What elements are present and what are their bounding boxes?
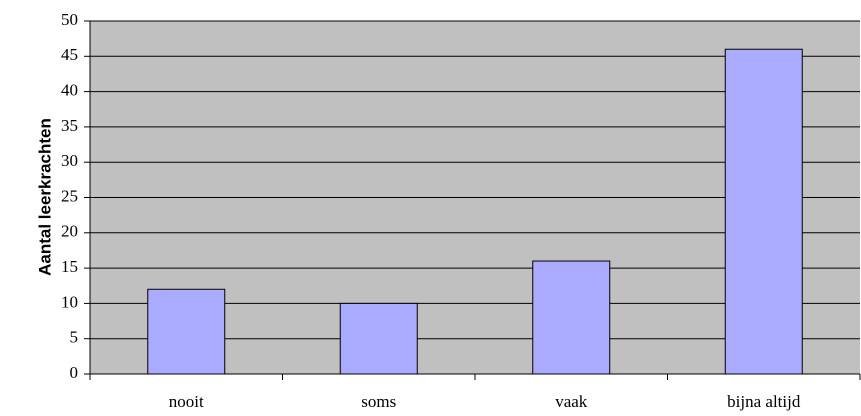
y-tick-label: 45	[61, 45, 78, 64]
y-tick-label: 15	[61, 257, 78, 276]
y-tick-label: 35	[61, 116, 78, 135]
y-tick-label: 10	[61, 292, 78, 311]
y-tick-label: 50	[61, 10, 78, 29]
y-tick-label: 25	[61, 186, 78, 205]
bar	[532, 260, 611, 375]
y-tick-label: 0	[70, 363, 79, 382]
x-tick-label: nooit	[169, 392, 204, 411]
bar	[724, 48, 803, 375]
y-tick-label: 30	[61, 151, 78, 170]
y-axis-title: Aantal leerkrachten	[35, 118, 54, 276]
y-tick-label: 5	[70, 328, 79, 347]
bar	[339, 302, 418, 375]
bar	[147, 288, 226, 375]
y-tick-label: 20	[61, 222, 78, 241]
x-tick-label: soms	[361, 392, 396, 411]
y-tick-label: 40	[61, 81, 78, 100]
x-tick-label: vaak	[555, 392, 588, 411]
x-tick-label: bijna altijd	[727, 392, 801, 411]
